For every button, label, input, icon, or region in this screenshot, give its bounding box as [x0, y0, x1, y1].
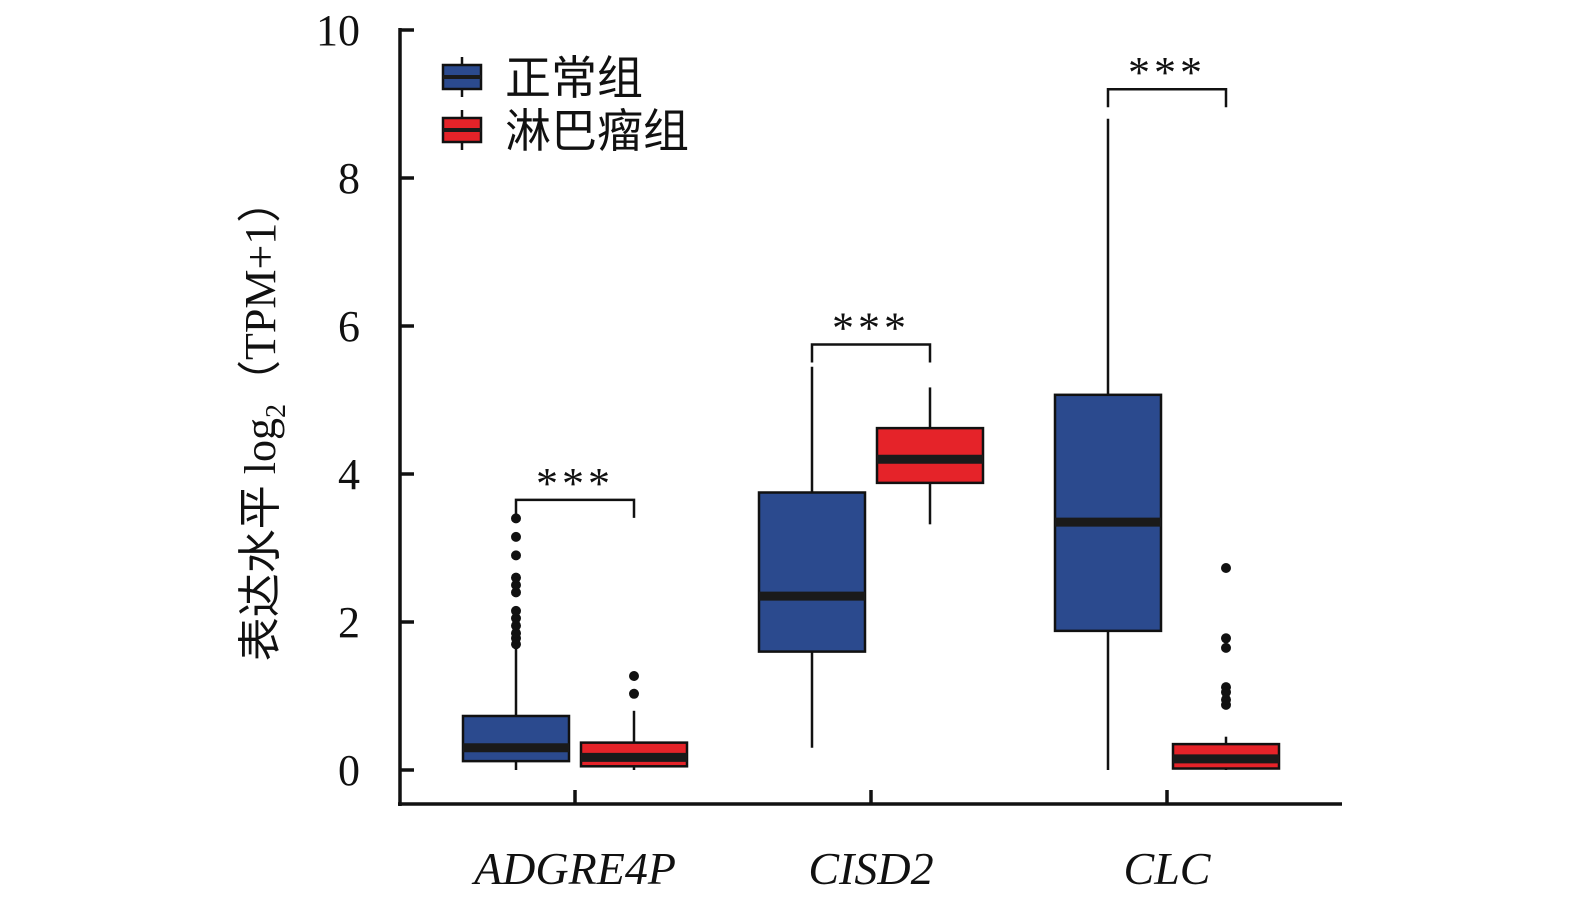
- outlier-point: [511, 550, 521, 561]
- outlier-point: [1221, 562, 1231, 573]
- bracket-line: [1106, 87, 1228, 108]
- y-axis-title-main: 表达水平 log: [236, 418, 285, 661]
- significance-label: ***: [1128, 48, 1206, 97]
- box-1-1: [875, 387, 985, 525]
- y-tick-label: 0: [338, 746, 360, 795]
- outlier-point: [511, 613, 521, 624]
- significance-bracket-CISD2: ***: [810, 304, 932, 363]
- outlier-point: [511, 580, 521, 590]
- box-0-0: [461, 513, 571, 770]
- significance-bracket-CLC: ***: [1106, 48, 1228, 108]
- box-body: [1053, 393, 1163, 633]
- box-0-2: [1053, 118, 1163, 770]
- box-body: [757, 491, 867, 653]
- outlier-point: [511, 513, 521, 524]
- outlier-point: [1221, 642, 1231, 653]
- legend-item-1: 淋巴瘤组: [441, 106, 689, 157]
- y-axis-title-subscript: 2: [261, 404, 292, 418]
- significance-bracket-ADGRE4P: ***: [514, 459, 636, 518]
- outlier-point: [1221, 682, 1231, 693]
- box-series: [461, 118, 1281, 770]
- x-tick-label: CLC: [1124, 843, 1212, 894]
- outlier-point: [511, 531, 521, 542]
- outlier-point: [511, 628, 521, 639]
- outlier-point: [511, 572, 521, 583]
- outlier-point: [511, 605, 521, 616]
- y-tick-label: 2: [338, 598, 360, 647]
- box-0-1: [757, 366, 867, 748]
- outlier-point: [629, 688, 639, 699]
- y-tick-label: 8: [338, 154, 360, 203]
- significance-label: ***: [832, 304, 910, 353]
- outlier-point: [511, 620, 521, 631]
- box-body: [461, 714, 571, 763]
- legend-item-0: 正常组: [441, 53, 643, 104]
- y-axis-title-unit: （TPM+1）: [236, 179, 285, 404]
- box-1-2: [1171, 562, 1281, 770]
- significance-brackets: *** *** ***: [514, 48, 1228, 518]
- y-tick-label: 10: [316, 6, 360, 55]
- x-tick-label: CISD2: [808, 843, 933, 894]
- y-tick-label: 4: [338, 450, 360, 499]
- outlier-point: [1221, 694, 1231, 705]
- significance-label: ***: [536, 459, 614, 508]
- bracket-line: [514, 498, 636, 518]
- outlier-point: [1221, 633, 1231, 644]
- box-1-0: [579, 671, 689, 770]
- y-tick-label: 6: [338, 302, 360, 351]
- outlier-point: [511, 587, 521, 598]
- legend-label: 正常组: [505, 53, 643, 104]
- legend-label: 淋巴瘤组: [505, 106, 689, 157]
- bracket-line: [810, 343, 932, 363]
- x-tick-label: ADGRE4P: [471, 843, 676, 894]
- y-axis-title: 表达水平 log2（TPM+1）: [236, 179, 292, 662]
- outlier-point: [629, 671, 639, 682]
